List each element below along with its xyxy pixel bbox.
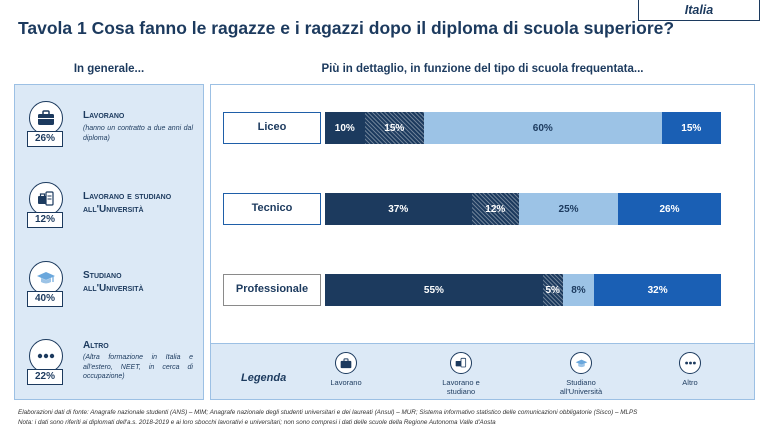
data-label: 60% — [532, 122, 553, 134]
bar-segment-liceo-altro: 15% — [661, 112, 721, 144]
briefcase-icon — [335, 352, 357, 374]
data-note: Nota: i dati sono riferiti ai diplomati … — [18, 419, 496, 426]
legend-item-altro: Altro — [645, 352, 735, 387]
legend-item-lavorano-studiano: Lavorano e studiano — [416, 352, 506, 396]
legend-item-lavorano: Lavorano — [301, 352, 391, 387]
legend-label: Lavorano — [330, 378, 362, 387]
overall-pct: 12% — [27, 212, 63, 228]
overall-label: Lavorano — [83, 110, 125, 121]
bar-segment-professionale-lavorano: 55% — [325, 274, 543, 306]
briefcase-icon — [29, 101, 63, 135]
legend-title: Legenda — [241, 372, 287, 384]
overall-pct: 26% — [27, 131, 63, 147]
overall-label: Altro — [83, 340, 109, 351]
category-label-liceo: Liceo — [223, 112, 321, 144]
graduation-cap-icon — [570, 352, 592, 374]
bar-segment-professionale-altro: 32% — [594, 274, 721, 306]
category-label-tecnico: Tecnico — [223, 193, 321, 225]
data-label: 55% — [423, 284, 444, 296]
data-label: 8% — [571, 284, 586, 296]
overall-pct: 22% — [27, 369, 63, 385]
bar-segment-liceo-studiano-all-universit: 60% — [424, 112, 662, 144]
page-title: Tavola 1 Cosa fanno le ragazze e i ragaz… — [18, 18, 675, 38]
chart-legend: Legenda Lavorano Lavorano e studiano Stu… — [211, 343, 754, 399]
overall-panel: 26% Lavorano (hanno un contratto a due a… — [14, 84, 204, 400]
briefcase-book-icon — [29, 182, 63, 216]
overall-pct: 40% — [27, 291, 63, 307]
source-note: Elaborazioni dati di fonte: Anagrafe naz… — [18, 409, 638, 416]
briefcase-book-icon — [450, 352, 472, 374]
data-label: 15% — [384, 122, 405, 134]
graduation-cap-icon — [29, 261, 63, 295]
bar-segment-tecnico-lavorano: 37% — [325, 193, 472, 225]
ellipsis-icon — [679, 352, 701, 374]
detail-panel: Liceo 10% 15% 60% 15% Tecnico 37% 12% 25% 26% … — [210, 84, 755, 400]
overall-note: (hanno un contratto a due anni dal diplo… — [83, 125, 193, 142]
bar-tecnico: 37% 12% 25% 26% — [325, 193, 721, 225]
bar-segment-tecnico-altro: 26% — [618, 193, 721, 225]
overall-heading: In generale... — [73, 63, 145, 75]
bar-segment-professionale-lavorano-e-studiano: 5% — [542, 274, 563, 306]
data-label: 32% — [647, 284, 668, 296]
ellipsis-icon — [29, 339, 63, 373]
data-label: 25% — [558, 203, 579, 215]
data-label: 26% — [659, 203, 680, 215]
bar-segment-tecnico-lavorano-e-studiano: 12% — [471, 193, 520, 225]
bar-liceo: 10% 15% 60% 15% — [325, 112, 721, 144]
data-label: 10% — [334, 122, 355, 134]
legend-label: Altro — [682, 378, 698, 387]
overall-label: Studiano all'Università — [83, 270, 144, 294]
data-label: 5% — [545, 284, 560, 296]
bar-segment-professionale-studiano-all-universit: 8% — [562, 274, 595, 306]
region-label: Italia — [638, 0, 760, 21]
legend-label: Studiano all'Università — [559, 378, 603, 396]
legend-label: Lavorano e studiano — [442, 378, 480, 396]
data-label: 15% — [681, 122, 702, 134]
bar-segment-liceo-lavorano: 10% — [325, 112, 365, 144]
bar-segment-liceo-lavorano-e-studiano: 15% — [364, 112, 424, 144]
bar-segment-tecnico-studiano-all-universit: 25% — [519, 193, 619, 225]
overall-label: Lavorano e studiano all'Università — [83, 191, 172, 215]
legend-item-studiano: Studiano all'Università — [536, 352, 626, 396]
detail-heading: Più in dettaglio, in funzione del tipo d… — [321, 63, 644, 75]
overall-note: (Altra formazione in Italia e all'estero… — [83, 354, 193, 380]
bar-professionale: 55% 5% 8% 32% — [325, 274, 721, 306]
data-label: 12% — [485, 203, 506, 215]
category-label-professionale: Professionale — [223, 274, 321, 306]
data-label: 37% — [388, 203, 409, 215]
